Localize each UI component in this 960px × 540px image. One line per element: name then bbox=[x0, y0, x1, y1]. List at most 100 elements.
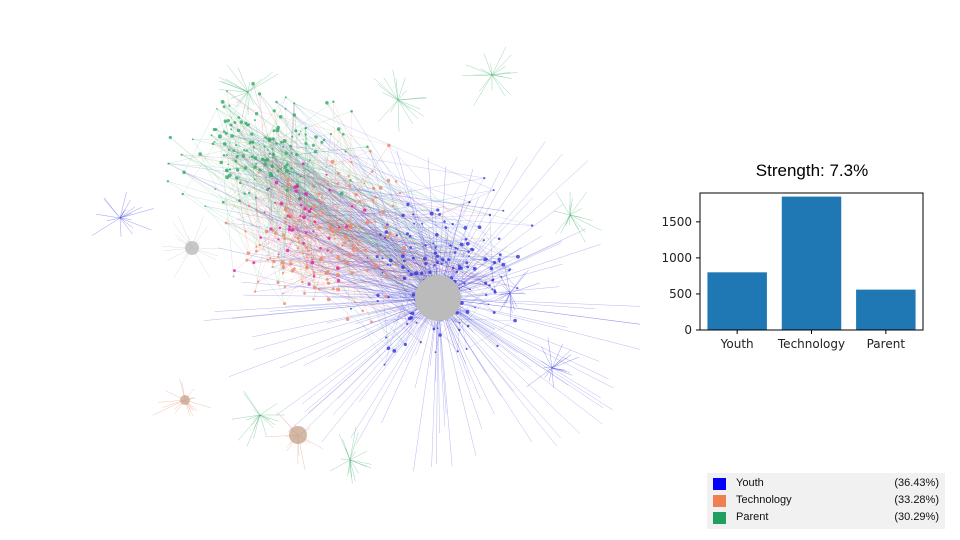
network-edge bbox=[246, 150, 435, 316]
network-edge bbox=[231, 297, 439, 319]
network-edge bbox=[383, 77, 399, 101]
network-node bbox=[238, 199, 241, 203]
network-node bbox=[492, 260, 497, 265]
network-node bbox=[391, 204, 395, 208]
network-node bbox=[360, 257, 362, 259]
network-node bbox=[458, 266, 462, 270]
network-node bbox=[285, 163, 289, 166]
network-edge bbox=[499, 292, 511, 312]
network-node bbox=[343, 241, 347, 245]
network-node bbox=[371, 198, 375, 202]
network-edge bbox=[302, 281, 403, 284]
network-edge bbox=[292, 175, 350, 231]
network-edge bbox=[348, 459, 351, 474]
network-edge bbox=[283, 201, 360, 268]
network-edge bbox=[265, 116, 281, 138]
network-node bbox=[230, 134, 235, 138]
network-edge bbox=[247, 71, 274, 93]
network-edge bbox=[421, 223, 427, 281]
network-node bbox=[356, 254, 359, 257]
network-edge bbox=[223, 201, 335, 236]
network-edge bbox=[294, 189, 331, 238]
network-edge bbox=[265, 164, 338, 184]
legend-percent: (33.28%) bbox=[894, 494, 939, 506]
network-node bbox=[272, 259, 276, 264]
network-edge bbox=[233, 150, 327, 175]
network-edge bbox=[288, 179, 329, 284]
network-node bbox=[244, 230, 247, 233]
network-edge bbox=[373, 78, 399, 101]
network-edge bbox=[168, 163, 504, 212]
network-node bbox=[436, 208, 440, 212]
network-node bbox=[477, 225, 482, 229]
legend-swatch-technology bbox=[713, 495, 726, 507]
y-tick-label: 1500 bbox=[661, 215, 692, 229]
network-node bbox=[403, 277, 407, 280]
network-node bbox=[346, 219, 350, 223]
network-edge bbox=[236, 156, 327, 274]
network-node bbox=[436, 254, 440, 258]
network-node bbox=[319, 182, 322, 186]
network-edge bbox=[329, 189, 406, 279]
network-edge bbox=[314, 214, 490, 222]
network-node bbox=[290, 228, 295, 232]
network-edge bbox=[326, 174, 415, 225]
network-node bbox=[254, 112, 259, 116]
network-edge bbox=[239, 200, 261, 238]
network-edge bbox=[297, 160, 311, 249]
network-node bbox=[363, 248, 368, 252]
network-edge bbox=[266, 193, 342, 232]
network-edge bbox=[225, 120, 381, 235]
network-edge bbox=[300, 214, 440, 217]
network-edge bbox=[284, 140, 321, 249]
network-edge bbox=[233, 150, 427, 264]
network-node bbox=[253, 178, 256, 181]
network-edge bbox=[437, 297, 453, 467]
network-node bbox=[304, 126, 307, 130]
network-edge bbox=[338, 128, 431, 284]
network-edge bbox=[337, 268, 457, 273]
network-edge bbox=[302, 174, 327, 283]
network-edge bbox=[259, 221, 376, 246]
network-edge bbox=[308, 297, 439, 414]
network-node bbox=[486, 258, 488, 261]
network-edge bbox=[305, 134, 453, 225]
network-node bbox=[281, 233, 286, 237]
network-edge bbox=[296, 297, 439, 439]
network-edge bbox=[246, 259, 504, 265]
network-edge bbox=[233, 150, 253, 157]
network-edge bbox=[256, 246, 442, 321]
network-edge bbox=[183, 108, 218, 173]
network-edge bbox=[328, 251, 332, 272]
network-node bbox=[371, 186, 376, 191]
network-node bbox=[312, 271, 316, 274]
network-node bbox=[401, 265, 405, 270]
network-edge bbox=[267, 248, 321, 260]
network-node bbox=[305, 246, 309, 249]
network-node bbox=[350, 271, 354, 275]
x-tick-label: Parent bbox=[867, 337, 906, 351]
network-edge bbox=[330, 133, 443, 260]
network-edge bbox=[326, 271, 436, 353]
network-node bbox=[336, 255, 341, 260]
network-node bbox=[392, 349, 397, 353]
network-node bbox=[270, 164, 274, 168]
network-edge bbox=[272, 175, 310, 251]
network-edge bbox=[245, 414, 261, 421]
network-node bbox=[282, 141, 285, 144]
network-node bbox=[254, 196, 257, 199]
legend-percent: (30.29%) bbox=[894, 511, 939, 523]
network-node bbox=[291, 225, 294, 228]
network-edge bbox=[228, 120, 387, 277]
network-edge bbox=[280, 116, 317, 138]
network-edge bbox=[338, 129, 377, 222]
network-edge bbox=[388, 145, 518, 289]
network-node bbox=[300, 280, 304, 284]
network-edge bbox=[345, 151, 469, 252]
network-edge bbox=[314, 287, 460, 331]
network-node bbox=[241, 154, 246, 158]
network-edge bbox=[217, 247, 439, 299]
network-edge bbox=[103, 197, 121, 219]
network-edge bbox=[541, 360, 553, 369]
network-node bbox=[356, 243, 360, 247]
